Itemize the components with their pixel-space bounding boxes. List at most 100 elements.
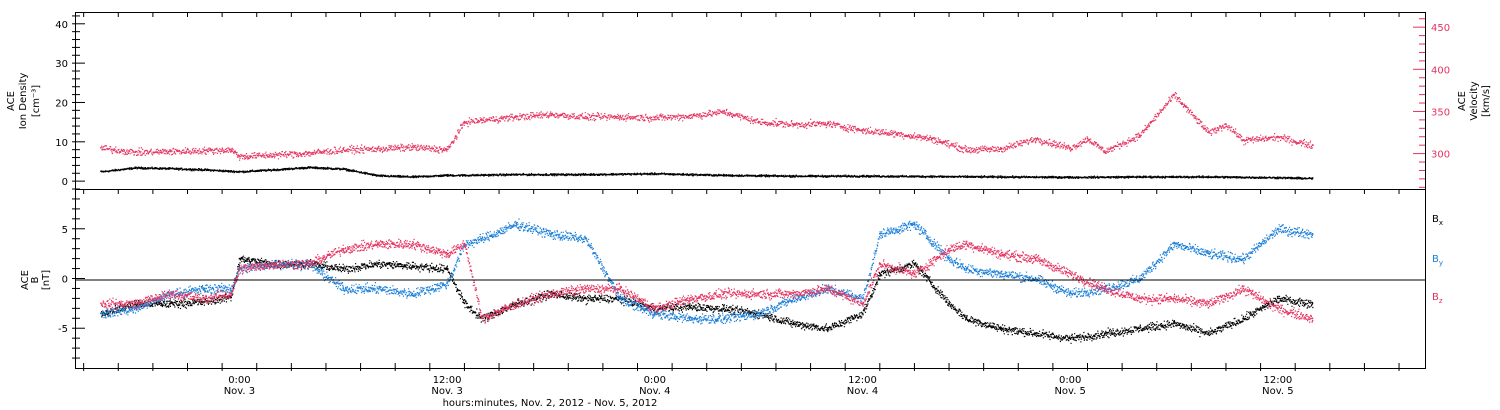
bottom-Bx-point xyxy=(1000,327,1002,329)
bottom-By-point xyxy=(654,312,656,315)
top-velocity-point xyxy=(965,148,968,151)
legend-by: By xyxy=(1432,254,1443,267)
bottom-By-point xyxy=(480,237,483,240)
x-tick-label-date: Nov. 3 xyxy=(431,386,462,397)
bottom-Bz-point xyxy=(688,297,691,300)
top-density-point xyxy=(100,170,102,173)
density-tick-label: 40 xyxy=(55,20,68,31)
legend: Bx By Bz xyxy=(1432,214,1443,305)
b-axis-label-line2: B xyxy=(30,276,41,283)
x-tick-label-date: Nov. 4 xyxy=(847,386,878,397)
bottom-By-point xyxy=(446,282,448,285)
x-tick-label-time: 12:00 xyxy=(1263,375,1292,386)
top-density-point xyxy=(273,168,275,171)
bottom-By-point xyxy=(204,287,206,290)
bottom-Bx-point xyxy=(688,305,691,308)
velocity-tick-label: 450 xyxy=(1431,23,1450,34)
bottom-Bx-point xyxy=(879,272,881,275)
top-velocity-point xyxy=(1034,137,1037,140)
x-tick-label-time: 0:00 xyxy=(644,375,666,386)
density-axis-label-line2: Ion Density xyxy=(18,73,29,130)
velocity-tick-label: 350 xyxy=(1431,107,1450,118)
b-axis-label-line3: [nT] xyxy=(41,270,52,290)
bottom-Bx-point xyxy=(342,267,345,270)
bottom-By-point xyxy=(1000,272,1002,275)
bottom-By-point xyxy=(100,312,102,315)
top-density-point xyxy=(1069,176,1071,178)
density-tick-label: 10 xyxy=(55,138,68,149)
top-velocity-point xyxy=(1086,137,1089,140)
velocity-axis-label-line2: Velocity xyxy=(1469,81,1480,120)
bottom-Bz-point xyxy=(169,292,171,295)
bottom-By-point xyxy=(342,287,345,290)
bottom-Bz-point xyxy=(1104,287,1106,290)
b-tick-label: 5 xyxy=(62,225,68,236)
top-series-density xyxy=(100,166,1314,180)
bottom-Bz-point xyxy=(342,247,345,250)
x-tick-label-time: 0:00 xyxy=(1059,375,1081,386)
bottom-By-point xyxy=(230,287,232,290)
top-density-point xyxy=(861,174,864,177)
top-left-axis: 0 10 20 30 40 xyxy=(55,15,85,190)
legend-bx-label: B xyxy=(1432,214,1439,225)
bottom-Bx-point xyxy=(827,327,829,329)
bottom-By-point xyxy=(688,317,691,320)
top-velocity-point xyxy=(230,148,232,151)
b-axis-label-line1: ACE xyxy=(20,270,31,290)
top-velocity-point xyxy=(619,115,621,118)
bottom-Bz-point xyxy=(446,252,448,255)
bottom-Bz-point xyxy=(584,287,587,290)
bottom-By-point xyxy=(1069,292,1071,295)
bottom-Bz-point xyxy=(948,247,950,250)
top-velocity-point xyxy=(930,137,933,140)
x-axis-label: hours:minutes, Nov. 2, 2012 - Nov. 5, 20… xyxy=(443,398,658,409)
density-tick-label: 0 xyxy=(62,177,68,188)
velocity-tick-label: 400 xyxy=(1431,65,1450,76)
bottom-By-point xyxy=(757,312,760,315)
top-density-cloud xyxy=(101,166,1314,180)
bottom-Bz-point xyxy=(913,272,916,275)
bottom-Bx-point xyxy=(723,307,725,310)
bottom-panel-data xyxy=(100,218,1314,344)
x-tick-label-date: Nov. 5 xyxy=(1262,386,1293,397)
top-velocity-point xyxy=(1000,147,1002,150)
bottom-Bz-point xyxy=(515,302,518,305)
bottom-Bz-point xyxy=(377,242,379,245)
velocity-tick-label: 300 xyxy=(1431,150,1450,161)
x-tick-label-date: Nov. 5 xyxy=(1054,386,1085,397)
bottom-Bx-point xyxy=(446,267,448,270)
bottom-By-point xyxy=(134,307,137,310)
bottom-Bx-point xyxy=(169,302,171,305)
bottom-By-point xyxy=(1138,277,1141,280)
bottom-By-point xyxy=(619,297,621,300)
top-velocity-point xyxy=(896,132,898,135)
x-tick-label-time: 12:00 xyxy=(848,375,877,386)
bottom-Bz-point xyxy=(1311,317,1314,320)
bottom-Bx-point xyxy=(792,322,795,324)
density-tick-label: 30 xyxy=(55,59,68,70)
bottom-Bz-point xyxy=(619,287,621,290)
bottom-By-point xyxy=(1173,242,1175,245)
legend-by-sub: y xyxy=(1439,259,1443,267)
top-velocity-point xyxy=(204,149,206,151)
velocity-axis-label-line3: [km/s] xyxy=(1481,85,1492,117)
bottom-Bz-point xyxy=(1277,307,1279,310)
bottom-Bx-point xyxy=(1173,322,1175,324)
legend-bz-sub: z xyxy=(1439,297,1443,305)
top-velocity-point xyxy=(100,146,102,149)
top-velocity-point xyxy=(1138,134,1141,136)
density-axis-label-line1: ACE xyxy=(6,91,17,111)
top-right-axis: 300 350 400 450 xyxy=(1413,18,1450,188)
bottom-Bz-cloud xyxy=(101,238,1314,324)
x-tick-label-date: Nov. 4 xyxy=(639,386,670,397)
top-panel-data xyxy=(100,92,1314,180)
x-tick-label-time: 12:00 xyxy=(433,375,462,386)
top-velocity-point xyxy=(1104,150,1106,152)
b-tick-label: -5 xyxy=(58,324,68,335)
bottom-Bz-point xyxy=(411,242,414,245)
bottom-By-point xyxy=(1242,257,1245,260)
bottom-Bx-point xyxy=(1311,302,1314,305)
bottom-Bz-point xyxy=(134,302,137,305)
